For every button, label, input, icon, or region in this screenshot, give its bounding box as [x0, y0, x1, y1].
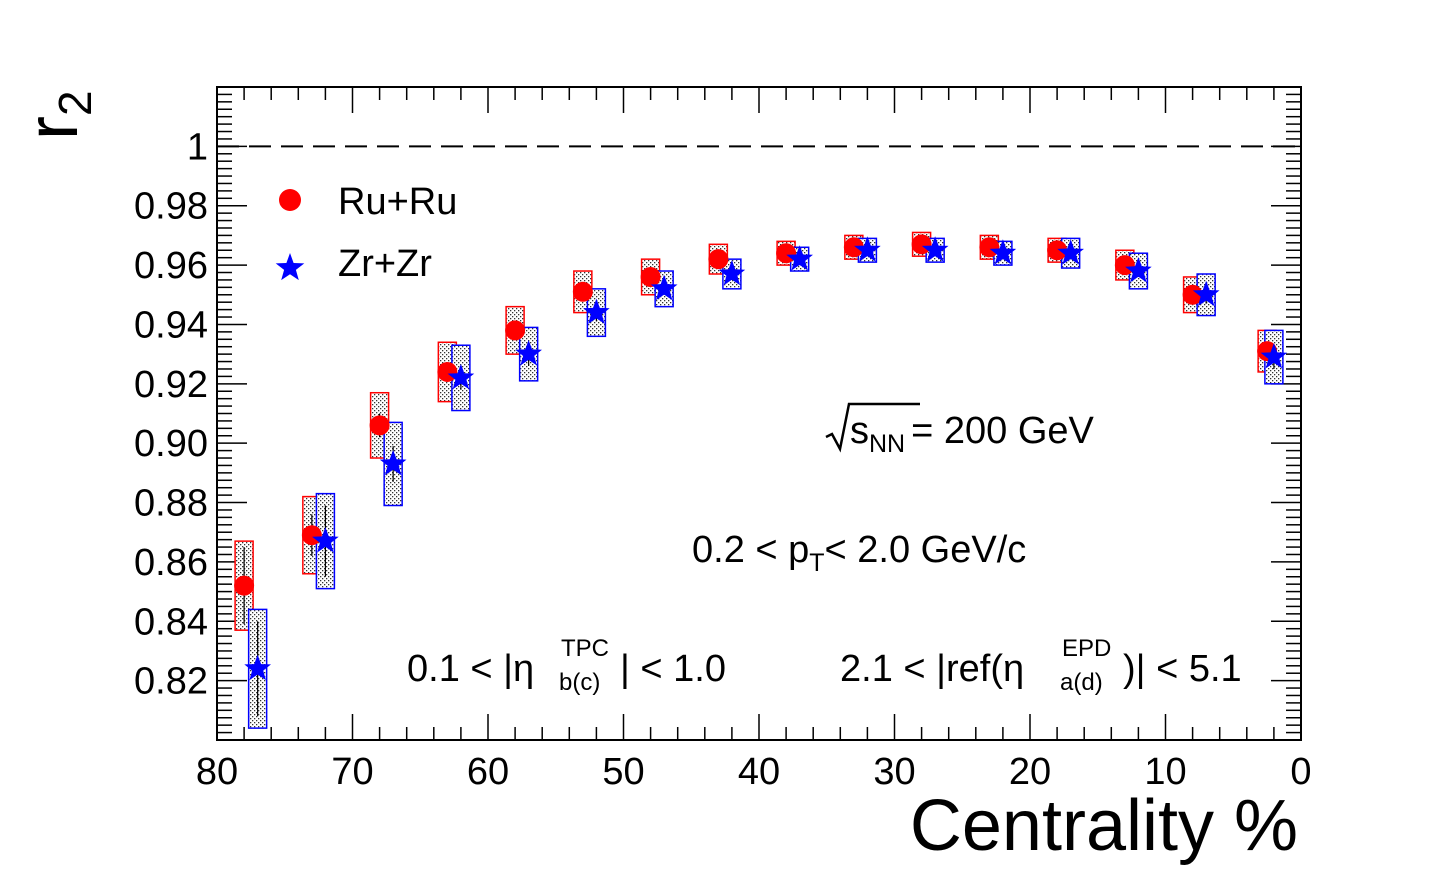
marker-zr: [786, 245, 813, 271]
marker-zr: [244, 654, 271, 681]
x-tick-label: 10: [1144, 751, 1186, 793]
x-tick-label: 80: [196, 751, 238, 793]
svg-text:sNN= 200 GeV: sNN = 200 GeV: [850, 410, 1095, 458]
x-tick-labels: 80 70 60 50 40 30 20 10 0: [196, 751, 1312, 793]
marker-ru: [572, 281, 593, 302]
marker-ru: [776, 243, 797, 264]
x-tick-label: 50: [602, 751, 644, 793]
marker-zr: [515, 340, 542, 366]
marker-ru: [437, 361, 458, 382]
y-tick-label: 0.92: [134, 364, 208, 406]
svg-text:| < 1.0: | < 1.0: [620, 648, 726, 690]
sqrt-symbol-icon: [825, 402, 920, 453]
y-tick-label: 0.96: [134, 245, 208, 287]
y-axis-title-sub: 2: [49, 90, 101, 116]
legend-marker-zr: [275, 253, 305, 281]
y-tick-label: 0.82: [134, 661, 208, 703]
svg-text:0.1 < |η: 0.1 < |η: [407, 648, 534, 690]
annotation-energy: sNN = 200 GeV: [825, 402, 1095, 458]
x-tick-label: 20: [1009, 751, 1051, 793]
x-tick-label: 0: [1290, 751, 1311, 793]
y-axis-title-main: r: [13, 116, 93, 140]
data-markers: [234, 234, 1288, 681]
svg-text:a(d): a(d): [1060, 669, 1103, 696]
marker-ru: [234, 575, 255, 596]
marker-ru: [911, 234, 932, 255]
marker-ru: [708, 249, 729, 270]
svg-text:2.1 < |ref(η: 2.1 < |ref(η: [840, 648, 1024, 690]
annotation-eta-epd: 2.1 < |ref(η EPD a(d) )| < 5.1: [840, 635, 1242, 696]
x-tick-label: 70: [331, 751, 373, 793]
marker-ru: [369, 415, 390, 436]
svg-text:EPD: EPD: [1062, 635, 1111, 662]
x-tick-label: 60: [467, 751, 509, 793]
x-axis-title: Centrality %: [910, 786, 1298, 866]
x-tick-label: 40: [738, 751, 780, 793]
marker-ru: [843, 237, 864, 258]
marker-ru: [505, 320, 526, 341]
marker-zr: [921, 236, 949, 262]
svg-text:TPC: TPC: [561, 635, 609, 662]
svg-text:)| < 5.1: )| < 5.1: [1123, 648, 1242, 690]
y-tick-label: 1: [187, 126, 208, 168]
legend: Ru+Ru Zr+Zr: [275, 181, 457, 285]
y-axis-title: r2: [13, 90, 101, 140]
annotation-pt: 0.2 < pT< 2.0 GeV/c: [692, 529, 1026, 577]
marker-ru: [1047, 240, 1068, 261]
plot-frame: [216, 86, 1302, 741]
marker-zr: [1192, 280, 1220, 307]
marker-zr: [718, 260, 746, 286]
y-tick-label: 0.86: [134, 542, 208, 584]
y-tick-label: 0.98: [134, 186, 208, 228]
y-tick-label: 0.94: [134, 304, 208, 346]
marker-ru: [1114, 255, 1135, 276]
marker-zr: [989, 239, 1017, 265]
marker-ru: [979, 237, 1000, 258]
x-tick-label: 30: [873, 751, 915, 793]
y-tick-label: 0.84: [134, 601, 208, 643]
y-tick-label: 0.90: [134, 423, 208, 465]
legend-label-ru: Ru+Ru: [338, 181, 457, 223]
marker-zr: [1260, 343, 1288, 369]
marker-zr: [447, 363, 475, 390]
marker-zr: [312, 527, 339, 553]
legend-label-zr: Zr+Zr: [338, 243, 432, 285]
marker-ru: [640, 266, 661, 287]
marker-ru: [1182, 284, 1203, 305]
marker-zr: [1125, 257, 1152, 283]
marker-zr: [379, 450, 407, 476]
legend-marker-ru: [279, 189, 301, 211]
marker-zr: [583, 298, 610, 324]
marker-zr: [854, 236, 881, 262]
annotation-eta-tpc: 0.1 < |η TPC b(c) | < 1.0: [407, 635, 726, 696]
axis-ticks: [216, 86, 1302, 741]
svg-text:r2: r2: [13, 90, 101, 140]
marker-zr: [1057, 239, 1084, 265]
marker-zr: [650, 274, 678, 301]
marker-ru: [301, 525, 322, 546]
y-tick-labels: 0.82 0.84 0.86 0.88 0.90 0.92 0.94 0.96 0.98 1: [134, 126, 208, 702]
y-tick-label: 0.88: [134, 483, 208, 525]
svg-text:b(c): b(c): [559, 669, 600, 696]
